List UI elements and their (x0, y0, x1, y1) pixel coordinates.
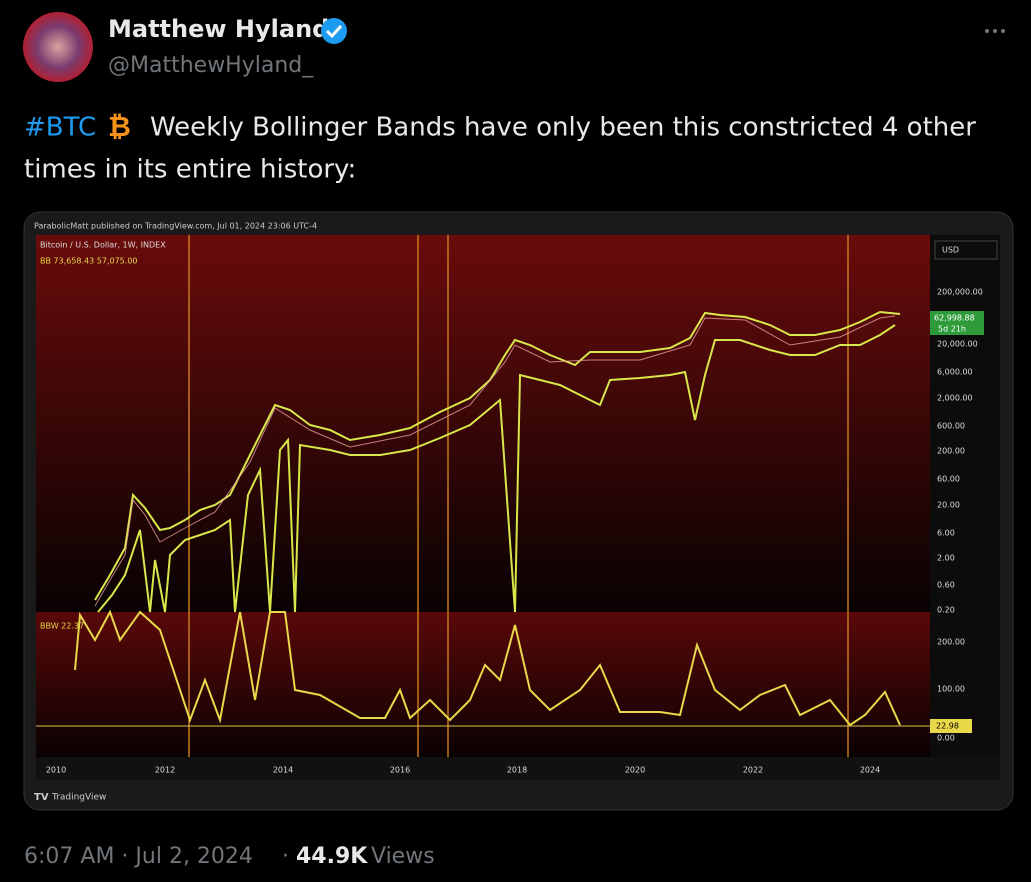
x-axis-label: 2014 (273, 766, 293, 775)
price-axis-label: 600.00 (937, 422, 965, 431)
price-axis-label: 0.20 (937, 606, 955, 615)
price-axis-label: 0.60 (937, 581, 955, 590)
price-axis-label: 2,000.00 (937, 394, 973, 403)
post-text: Weekly Bollinger Bands have only been th… (150, 113, 976, 143)
hashtag[interactable]: #BTC (24, 113, 96, 143)
brand: TradingView (51, 793, 106, 803)
price-axis-label: 200.00 (937, 447, 965, 456)
avatar[interactable] (23, 12, 93, 82)
bbw-label: BBW 22.37 (40, 622, 84, 631)
post-text: times in its entire history: (24, 155, 356, 185)
indicator: BB 73,658.43 57,075.00 (40, 257, 138, 266)
price-tag: 62,998.88 (934, 314, 975, 323)
x-axis-label: 2018 (507, 766, 527, 775)
publisher: ParabolicMatt published on TradingView.c… (34, 222, 317, 231)
author-name[interactable]: Matthew Hyland (108, 15, 329, 43)
tradingview-logo: TV (34, 792, 49, 803)
symbol: Bitcoin / U.S. Dollar, 1W, INDEX (40, 241, 166, 250)
bbw-tag: 22.98 (936, 722, 959, 731)
verified-badge (321, 18, 347, 44)
svg-text:TV: TV (34, 792, 49, 803)
price-axis-label: 200,000.00 (937, 288, 983, 297)
currency: USD (942, 246, 959, 255)
price-axis-label: 6.00 (937, 529, 955, 538)
timestamp[interactable]: 6:07 AM · Jul 2, 2024 (24, 844, 253, 869)
x-axis-label: 2012 (155, 766, 175, 775)
views-label: Views (371, 844, 435, 869)
price-axis-label: 20,000.00 (937, 340, 978, 349)
bbw-axis-label: 200.00 (937, 638, 965, 647)
x-axis-label: 2024 (860, 766, 880, 775)
price-axis-label: 6,000.00 (937, 368, 973, 377)
chart-image[interactable]: TV (23, 211, 1014, 811)
more-menu[interactable] (985, 29, 1005, 33)
bbw-axis-label: 100.00 (937, 685, 965, 694)
emoji: ₿ (108, 110, 131, 143)
price-axis-label: 2.00 (937, 554, 955, 563)
views-count: 44.9K (296, 844, 368, 869)
author-handle[interactable]: @MatthewHyland_ (108, 53, 314, 78)
bbw-axis-label: 0.00 (937, 734, 955, 743)
x-axis-label: 2016 (390, 766, 410, 775)
price-axis-label: 60.00 (937, 475, 960, 484)
price-axis-label: 20.00 (937, 501, 960, 510)
x-axis-label: 2022 (743, 766, 763, 775)
x-axis-label: 2020 (625, 766, 645, 775)
x-axis-label: 2010 (46, 766, 66, 775)
separator: · (282, 844, 289, 869)
countdown: 5d 21h (938, 325, 966, 334)
